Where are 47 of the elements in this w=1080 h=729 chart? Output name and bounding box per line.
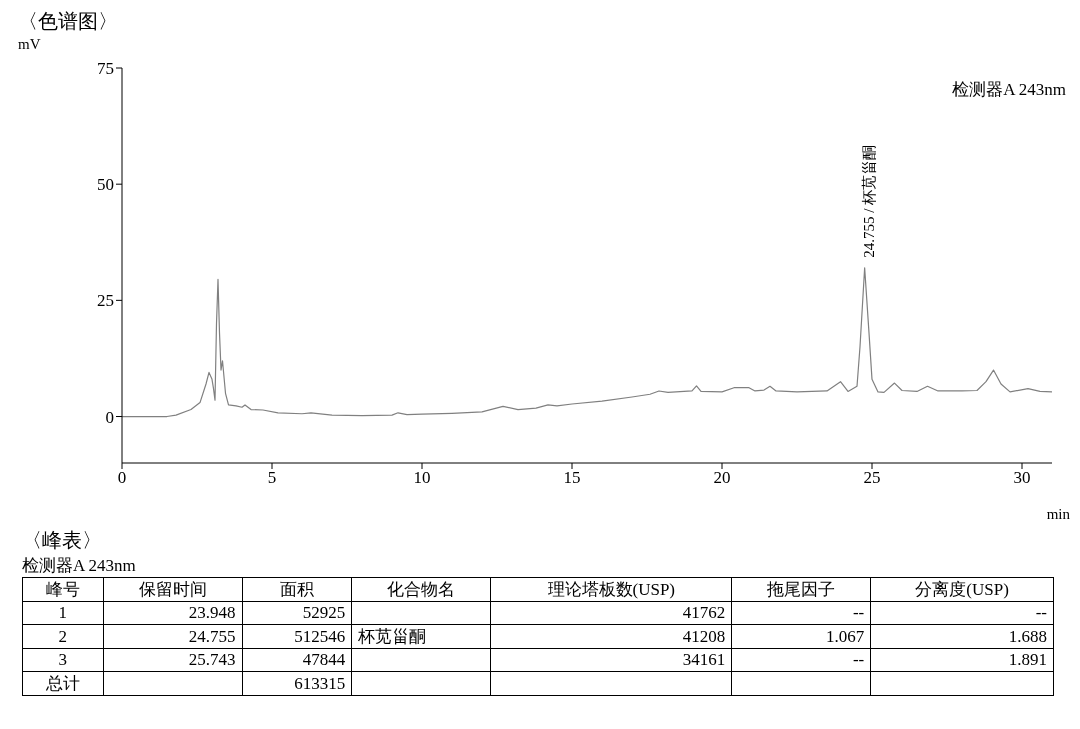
category-label: 分离度(USP) bbox=[870, 577, 1054, 602]
text: 检测器A 243nm bbox=[22, 555, 137, 577]
text: 25.743 bbox=[188, 650, 236, 669]
y-axis-title: mV bbox=[18, 36, 41, 53]
text: -- bbox=[852, 650, 865, 669]
text: 613315 bbox=[294, 673, 346, 693]
text: 34161 bbox=[682, 650, 726, 669]
text: 〈峰表〉 bbox=[22, 528, 103, 553]
y-tick-label: 50 bbox=[97, 175, 114, 195]
x-tick-label: 15 bbox=[563, 468, 581, 488]
text: 1.688 bbox=[1008, 626, 1047, 646]
text: 23.948 bbox=[188, 603, 236, 622]
text: -- bbox=[1035, 603, 1047, 622]
category-label: 保留时间 bbox=[103, 577, 243, 602]
text: 总计 bbox=[45, 674, 80, 693]
text: -- bbox=[852, 603, 865, 622]
category-label: 化合物名 bbox=[351, 577, 491, 602]
chart-title: 〈色谱图〉 bbox=[18, 9, 118, 34]
x-tick-label: 20 bbox=[713, 468, 731, 488]
text: 512546 bbox=[294, 626, 346, 646]
text: 杯苋甾酮 bbox=[358, 627, 427, 646]
text: 1.891 bbox=[1008, 650, 1047, 669]
x-tick-label: 10 bbox=[413, 468, 431, 488]
x-tick-label: 0 bbox=[117, 468, 127, 488]
annotation: 24.755 / 杯苋甾酮 bbox=[861, 144, 878, 258]
x-axis-title: min bbox=[1046, 506, 1070, 523]
y-tick-label: 75 bbox=[97, 59, 114, 79]
y-tick-label: 0 bbox=[105, 407, 114, 427]
x-tick-label: 5 bbox=[267, 468, 277, 488]
text: 1.067 bbox=[825, 626, 865, 646]
annotation: 检测器A 243nm bbox=[952, 79, 1066, 101]
category-label: 峰号 bbox=[22, 577, 104, 602]
x-tick-label: 25 bbox=[863, 468, 881, 488]
text: 52925 bbox=[302, 603, 346, 622]
text: 2 bbox=[58, 626, 68, 646]
category-label: 理论塔板数(USP) bbox=[490, 577, 732, 602]
text: 3 bbox=[58, 650, 68, 669]
text: 41208 bbox=[682, 626, 726, 646]
text: 1 bbox=[58, 603, 68, 622]
category-label: 面积 bbox=[242, 577, 352, 602]
y-tick-label: 25 bbox=[97, 291, 114, 311]
text: 24.755 bbox=[188, 626, 236, 646]
category-label: 拖尾因子 bbox=[731, 577, 871, 602]
line-series bbox=[122, 267, 1052, 418]
text: 41762 bbox=[682, 603, 726, 622]
text: 47844 bbox=[302, 650, 346, 669]
x-tick-label: 30 bbox=[1013, 468, 1031, 488]
